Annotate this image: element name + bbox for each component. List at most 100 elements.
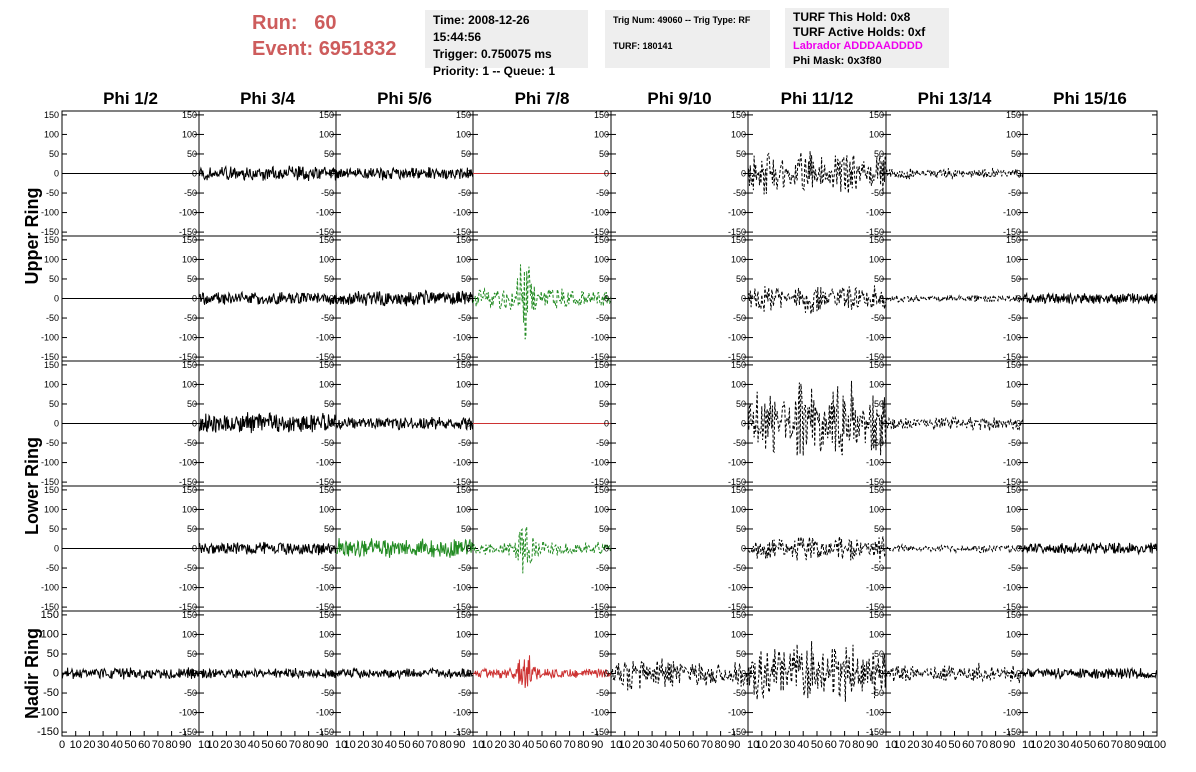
y-tick-label: 150 — [44, 110, 59, 120]
y-tick-label: -100 — [316, 708, 334, 718]
x-tick-label: 60 — [138, 739, 150, 751]
y-tick-label: -150 — [591, 727, 609, 737]
x-tick-label: 20 — [769, 739, 781, 751]
y-tick-label: -150 — [728, 352, 746, 362]
y-tick-label: 50 — [324, 524, 334, 534]
waveform-trace — [1022, 291, 1158, 305]
column-header: Phi 9/10 — [647, 89, 711, 108]
y-tick-label: 0 — [466, 169, 471, 179]
y-tick-label: -150 — [1003, 352, 1021, 362]
x-tick-label: 50 — [398, 739, 410, 751]
y-tick-label: -150 — [591, 602, 609, 612]
y-tick-label: -50 — [184, 188, 197, 198]
x-tick-label: 50 — [1084, 739, 1096, 751]
x-tick-label: 80 — [1124, 739, 1136, 751]
y-tick-label: 0 — [54, 419, 59, 429]
y-tick-label: 50 — [49, 274, 59, 284]
x-tick-label: 20 — [907, 739, 919, 751]
x-tick-label: 40 — [385, 739, 397, 751]
y-tick-label: -50 — [321, 188, 334, 198]
x-tick-label: 90 — [728, 739, 740, 751]
y-tick-label: -150 — [316, 227, 334, 237]
x-tick-label: 60 — [962, 739, 974, 751]
y-tick-label: -150 — [728, 477, 746, 487]
y-tick-label: 150 — [731, 235, 746, 245]
y-tick-label: 100 — [182, 629, 197, 639]
y-tick-label: -50 — [596, 563, 609, 573]
x-tick-label: 20 — [357, 739, 369, 751]
waveform-trace — [198, 541, 337, 556]
y-tick-label: -50 — [733, 688, 746, 698]
y-tick-label: 150 — [594, 360, 609, 370]
y-tick-label: 50 — [1011, 274, 1021, 284]
y-tick-label: 50 — [461, 149, 471, 159]
y-tick-label: -150 — [866, 227, 884, 237]
y-tick-label: -100 — [591, 333, 609, 343]
y-tick-label: -50 — [184, 563, 197, 573]
y-tick-label: 50 — [461, 399, 471, 409]
y-tick-label: 50 — [736, 649, 746, 659]
y-tick-label: 100 — [1006, 129, 1021, 139]
x-tick-label: 10 — [756, 739, 768, 751]
y-tick-label: 0 — [1016, 169, 1021, 179]
waveform-trace — [747, 641, 887, 702]
y-tick-label: -50 — [458, 688, 471, 698]
y-tick-label: 50 — [461, 649, 471, 659]
x-tick-label: 40 — [248, 739, 260, 751]
y-tick-label: -150 — [591, 352, 609, 362]
y-tick-label: -50 — [321, 313, 334, 323]
y-tick-label: -100 — [591, 708, 609, 718]
y-tick-label: 50 — [324, 274, 334, 284]
x-tick-label: 30 — [371, 739, 383, 751]
y-tick-label: 100 — [731, 129, 746, 139]
time-info-box: Time: 2008-12-26 15:44:56 Trigger: 0.750… — [425, 10, 588, 78]
x-tick-label: 80 — [577, 739, 589, 751]
y-tick-label: 100 — [731, 629, 746, 639]
y-tick-label: 150 — [182, 360, 197, 370]
waveform-trace — [335, 538, 474, 558]
y-tick-label: 50 — [324, 149, 334, 159]
y-tick-label: -150 — [316, 352, 334, 362]
y-tick-label: 0 — [54, 294, 59, 304]
y-tick-label: 0 — [466, 669, 471, 679]
y-tick-label: 0 — [329, 294, 334, 304]
x-tick-label: 10 — [747, 739, 759, 751]
y-tick-label: 50 — [599, 649, 609, 659]
trig-num-text: Trig Num: 49060 -- Trig Type: RF — [613, 15, 751, 25]
y-tick-label: 100 — [456, 254, 471, 264]
y-tick-label: 0 — [1016, 544, 1021, 554]
y-tick-label: -150 — [316, 477, 334, 487]
y-tick-label: 50 — [1011, 399, 1021, 409]
y-tick-label: -150 — [1003, 227, 1021, 237]
y-tick-label: -100 — [1003, 583, 1021, 593]
y-tick-label: -50 — [596, 313, 609, 323]
waveform-trace — [198, 412, 337, 434]
y-tick-label: -150 — [179, 602, 197, 612]
y-tick-label: 0 — [604, 169, 609, 179]
y-tick-label: 100 — [594, 629, 609, 639]
turf-hold-text: TURF This Hold: 0x8 — [793, 10, 911, 24]
y-tick-label: 0 — [192, 294, 197, 304]
y-tick-label: -100 — [1003, 708, 1021, 718]
y-tick-label: 100 — [731, 379, 746, 389]
y-tick-label: 150 — [182, 485, 197, 495]
y-tick-label: -150 — [179, 227, 197, 237]
y-tick-label: 0 — [604, 544, 609, 554]
y-tick-label: 50 — [47, 648, 59, 660]
y-tick-label: 50 — [324, 399, 334, 409]
y-tick-label: -150 — [453, 352, 471, 362]
y-tick-label: 0 — [466, 419, 471, 429]
x-tick-label: 70 — [289, 739, 301, 751]
y-tick-label: -50 — [46, 438, 59, 448]
y-tick-label: 100 — [1006, 254, 1021, 264]
y-tick-label: -50 — [1008, 188, 1021, 198]
y-tick-label: 100 — [182, 254, 197, 264]
y-tick-label: 0 — [53, 668, 59, 680]
y-tick-label: 100 — [44, 254, 59, 264]
x-tick-label: 40 — [1070, 739, 1082, 751]
column-header: Phi 1/2 — [103, 89, 158, 108]
x-tick-label: 20 — [632, 739, 644, 751]
x-tick-label: 40 — [660, 739, 672, 751]
y-tick-label: -50 — [1008, 688, 1021, 698]
x-tick-label: 10 — [619, 739, 631, 751]
